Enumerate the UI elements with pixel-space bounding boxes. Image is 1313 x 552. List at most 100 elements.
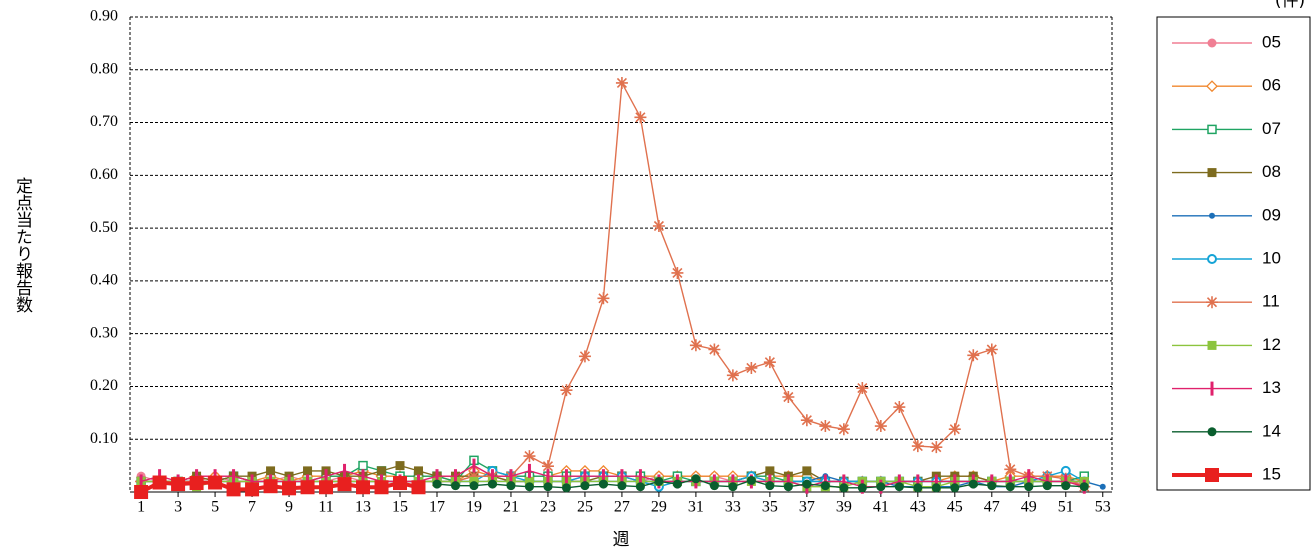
x-tick-label: 41 bbox=[873, 499, 889, 516]
marker bbox=[620, 469, 624, 484]
legend-label: 10 bbox=[1262, 248, 1281, 267]
marker bbox=[1027, 469, 1031, 484]
marker bbox=[467, 470, 480, 483]
marker bbox=[266, 466, 276, 476]
marker bbox=[953, 474, 957, 489]
marker bbox=[487, 479, 497, 489]
marker bbox=[820, 481, 830, 491]
marker bbox=[916, 474, 920, 489]
marker bbox=[524, 482, 534, 492]
marker bbox=[472, 458, 476, 473]
marker bbox=[527, 463, 531, 478]
x-tick-label: 23 bbox=[540, 499, 556, 516]
marker bbox=[985, 343, 998, 356]
legend-label: 07 bbox=[1262, 119, 1281, 138]
marker bbox=[250, 474, 254, 489]
marker bbox=[377, 466, 387, 476]
series-line bbox=[141, 80, 1085, 488]
marker bbox=[578, 350, 591, 363]
marker bbox=[453, 469, 457, 484]
marker bbox=[708, 343, 721, 356]
marker bbox=[490, 469, 494, 484]
marker bbox=[894, 482, 904, 492]
marker bbox=[819, 420, 832, 433]
marker bbox=[672, 479, 682, 489]
marker bbox=[786, 474, 790, 489]
marker bbox=[300, 480, 315, 495]
x-tick-label: 31 bbox=[688, 499, 704, 516]
x-tick-label: 13 bbox=[355, 499, 371, 516]
legend-label: 15 bbox=[1262, 464, 1281, 483]
marker bbox=[968, 479, 978, 489]
marker bbox=[1042, 481, 1052, 491]
marker bbox=[324, 469, 328, 484]
marker bbox=[361, 469, 365, 484]
marker bbox=[671, 266, 684, 279]
marker bbox=[783, 482, 793, 492]
series bbox=[134, 475, 426, 499]
marker bbox=[800, 414, 813, 427]
x-tick-label: 1 bbox=[137, 499, 145, 516]
marker bbox=[930, 441, 943, 454]
marker bbox=[1008, 474, 1012, 489]
marker bbox=[543, 482, 553, 492]
marker bbox=[731, 474, 735, 489]
legend-label: 09 bbox=[1262, 205, 1281, 224]
marker bbox=[802, 466, 812, 476]
marker bbox=[634, 111, 647, 124]
marker bbox=[1005, 482, 1015, 492]
series-line bbox=[140, 480, 419, 494]
marker bbox=[263, 479, 278, 494]
marker bbox=[913, 483, 923, 493]
legend-box bbox=[1156, 16, 1311, 491]
legend-label: 11 bbox=[1262, 292, 1280, 311]
x-tick-label: 17 bbox=[429, 499, 445, 516]
marker bbox=[208, 475, 223, 490]
marker bbox=[728, 482, 738, 492]
marker bbox=[1099, 483, 1106, 490]
marker bbox=[934, 474, 938, 489]
x-tick-label: 5 bbox=[211, 499, 219, 516]
legend-marker bbox=[1205, 468, 1219, 482]
marker bbox=[987, 481, 997, 491]
legend-label: 05 bbox=[1262, 32, 1281, 51]
marker bbox=[319, 480, 334, 495]
x-tick-label: 29 bbox=[651, 499, 667, 516]
marker bbox=[931, 483, 941, 493]
x-tick-label: 43 bbox=[910, 499, 926, 516]
marker bbox=[337, 477, 352, 492]
marker bbox=[874, 420, 887, 433]
marker bbox=[911, 440, 924, 453]
y-tick-label: 0.10 bbox=[90, 430, 118, 447]
marker bbox=[893, 401, 906, 414]
marker bbox=[509, 469, 513, 484]
marker bbox=[226, 482, 241, 497]
marker bbox=[617, 481, 627, 491]
marker bbox=[524, 476, 534, 486]
legend-marker bbox=[1209, 212, 1215, 219]
marker bbox=[709, 481, 719, 491]
marker bbox=[1079, 482, 1089, 492]
legend-marker bbox=[1210, 381, 1214, 396]
marker bbox=[356, 480, 371, 495]
x-tick-label: 35 bbox=[762, 499, 778, 516]
marker bbox=[802, 479, 812, 489]
marker bbox=[601, 469, 605, 484]
marker bbox=[950, 483, 960, 493]
legend-label: 08 bbox=[1262, 162, 1281, 181]
x-tick-label: 33 bbox=[725, 499, 741, 516]
marker bbox=[171, 477, 186, 492]
legend-marker bbox=[1207, 124, 1217, 135]
marker bbox=[598, 479, 608, 489]
x-tick-label: 47 bbox=[984, 499, 1000, 516]
marker bbox=[413, 466, 423, 476]
legend-marker bbox=[1207, 254, 1217, 264]
marker bbox=[303, 466, 313, 476]
y-tick-label: 0.30 bbox=[90, 324, 118, 341]
marker bbox=[765, 466, 775, 476]
x-axis-title: 週 bbox=[613, 530, 630, 550]
legend-marker bbox=[1207, 38, 1217, 48]
marker bbox=[765, 481, 775, 491]
marker bbox=[652, 220, 665, 232]
marker bbox=[395, 461, 405, 471]
